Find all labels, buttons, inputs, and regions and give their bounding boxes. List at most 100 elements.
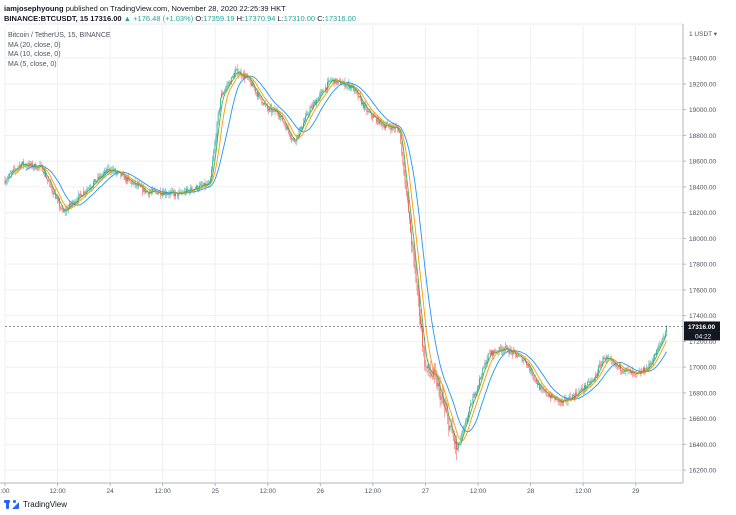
legend-ma10[interactable]: MA (10, close, 0) bbox=[8, 51, 61, 58]
high-label: H: bbox=[236, 14, 245, 23]
candle-body bbox=[502, 349, 503, 352]
candle-body bbox=[179, 191, 181, 193]
candle-body bbox=[612, 360, 614, 363]
time-tick-label: 12:00 bbox=[575, 488, 592, 495]
candle-body bbox=[334, 78, 336, 84]
candle-body bbox=[329, 80, 331, 82]
candle-body bbox=[657, 349, 659, 351]
candle-body bbox=[526, 362, 527, 366]
candle-body bbox=[540, 387, 542, 390]
candle-body bbox=[269, 108, 270, 111]
candle-body bbox=[442, 396, 444, 404]
candle-body bbox=[85, 191, 87, 194]
legend-title[interactable]: Bitcoin / TetherUS, 15, BINANCE bbox=[8, 32, 111, 39]
candle-body bbox=[147, 192, 149, 195]
candle-body bbox=[222, 93, 223, 95]
candle-body bbox=[589, 381, 591, 385]
candle-body bbox=[316, 100, 317, 105]
candle-body bbox=[219, 98, 221, 109]
price-tick-label: 16800.00 bbox=[689, 390, 716, 397]
candle-body bbox=[462, 429, 464, 433]
candle-body bbox=[221, 93, 222, 99]
candle-body bbox=[378, 117, 380, 125]
candle-body bbox=[600, 364, 602, 367]
candle-body bbox=[152, 189, 153, 192]
candle-body bbox=[455, 440, 456, 444]
candle-body bbox=[367, 111, 369, 112]
legend-ma5[interactable]: MA (5, close, 0) bbox=[8, 60, 57, 68]
candle-body bbox=[376, 117, 378, 123]
candle-body bbox=[284, 123, 286, 126]
candle-body bbox=[469, 406, 471, 413]
time-tick-label: 27 bbox=[422, 488, 430, 495]
candle-body bbox=[288, 131, 290, 135]
candle-body bbox=[620, 364, 621, 371]
candle-body bbox=[10, 173, 11, 175]
time-tick-label: 12:00 bbox=[49, 488, 66, 495]
candle-body bbox=[209, 181, 210, 183]
candle-body bbox=[403, 162, 405, 175]
candle-body bbox=[252, 82, 254, 88]
candle-body bbox=[345, 86, 347, 88]
candle-body bbox=[37, 166, 39, 170]
candle-body bbox=[547, 395, 549, 397]
candle-body bbox=[89, 187, 91, 189]
candle-body bbox=[94, 179, 96, 183]
candle-body bbox=[476, 387, 478, 393]
candle-body bbox=[615, 363, 617, 367]
candle-body bbox=[245, 76, 246, 79]
candle-body bbox=[78, 193, 80, 196]
candle-body bbox=[360, 98, 362, 105]
candle-body bbox=[272, 109, 274, 113]
candle-body bbox=[656, 350, 657, 356]
candle-body bbox=[598, 366, 600, 374]
candle-body bbox=[98, 176, 100, 179]
currency-label: 1 USDT ▾ bbox=[689, 31, 718, 38]
published-text: published on TradingView.com, November 2… bbox=[65, 4, 286, 13]
candle-body bbox=[141, 186, 143, 187]
candle-body bbox=[542, 388, 544, 390]
candle-body bbox=[177, 192, 179, 197]
candle-body bbox=[224, 90, 226, 93]
candle-body bbox=[604, 359, 606, 360]
price-tick-label: 19400.00 bbox=[689, 56, 716, 63]
candle-body bbox=[553, 397, 555, 398]
time-tick-label: 12:00 bbox=[470, 488, 487, 495]
candle-body bbox=[386, 124, 387, 127]
candle-body bbox=[650, 362, 652, 365]
ma-line-20 bbox=[25, 75, 667, 433]
time-tick-label: 29 bbox=[632, 488, 640, 495]
candle-body bbox=[84, 191, 86, 194]
candle-body bbox=[60, 207, 62, 209]
symbol-label: BINANCE:BTCUSDT, 15 bbox=[4, 14, 89, 23]
price-tick-label: 18600.00 bbox=[689, 159, 716, 166]
author-name[interactable]: iamjosephyoung bbox=[4, 4, 64, 13]
candle-body bbox=[285, 125, 287, 130]
candle-body bbox=[22, 161, 23, 164]
candle-body bbox=[223, 92, 225, 95]
price-tick-label: 16400.00 bbox=[689, 442, 716, 449]
candle-body bbox=[248, 77, 250, 79]
chart-grid bbox=[4, 26, 683, 483]
candle-body bbox=[218, 108, 220, 114]
candle-body bbox=[175, 192, 176, 196]
candle-body bbox=[86, 189, 88, 192]
candle-body bbox=[99, 175, 101, 179]
candle-body bbox=[105, 171, 106, 174]
candle-body bbox=[225, 88, 227, 91]
ohlc-row: BINANCE:BTCUSDT, 15 17316.00 ▲ +176.48 (… bbox=[4, 14, 356, 24]
legend-ma20[interactable]: MA (20, close, 0) bbox=[8, 41, 61, 49]
candle-body bbox=[456, 440, 457, 450]
candle-body bbox=[552, 393, 554, 398]
candle-body bbox=[142, 186, 144, 192]
candle-body bbox=[216, 122, 218, 138]
candle-body bbox=[238, 73, 240, 75]
candle-body bbox=[399, 130, 401, 133]
candle-body bbox=[452, 433, 454, 438]
candle-body bbox=[291, 137, 292, 139]
candle-body bbox=[588, 381, 590, 383]
tradingview-footer[interactable]: TradingView bbox=[4, 500, 67, 509]
candle-body bbox=[398, 128, 399, 131]
candle-body bbox=[50, 182, 52, 187]
